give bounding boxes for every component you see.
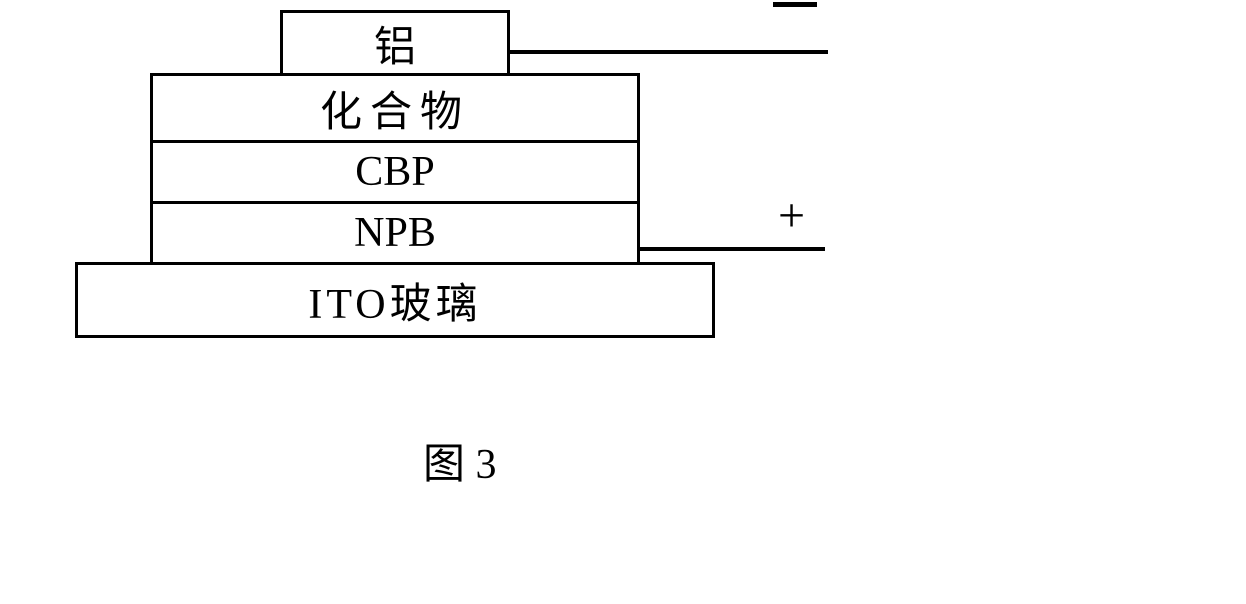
terminal-minus-icon xyxy=(773,2,817,7)
layer-cbp-label: CBP xyxy=(355,148,434,196)
layer-aluminum-label: 铝 xyxy=(374,13,416,74)
layer-compound: 化合物 xyxy=(150,73,640,143)
terminal-plus-icon: + xyxy=(778,188,805,243)
figure-caption: 图 3 xyxy=(423,430,497,491)
connector-cathode xyxy=(510,50,828,54)
figure-caption-label: 图 3 xyxy=(423,442,497,488)
layer-compound-label: 化合物 xyxy=(320,78,470,139)
layer-ito-label: ITO玻璃 xyxy=(308,270,481,331)
layer-cbp: CBP xyxy=(150,140,640,204)
layer-npb: NPB xyxy=(150,201,640,265)
connector-anode xyxy=(640,247,825,251)
layer-ito-glass: ITO玻璃 xyxy=(75,262,715,338)
layer-npb-label: NPB xyxy=(354,209,436,257)
layer-aluminum: 铝 xyxy=(280,10,510,76)
terminal-plus-label: + xyxy=(778,189,805,242)
